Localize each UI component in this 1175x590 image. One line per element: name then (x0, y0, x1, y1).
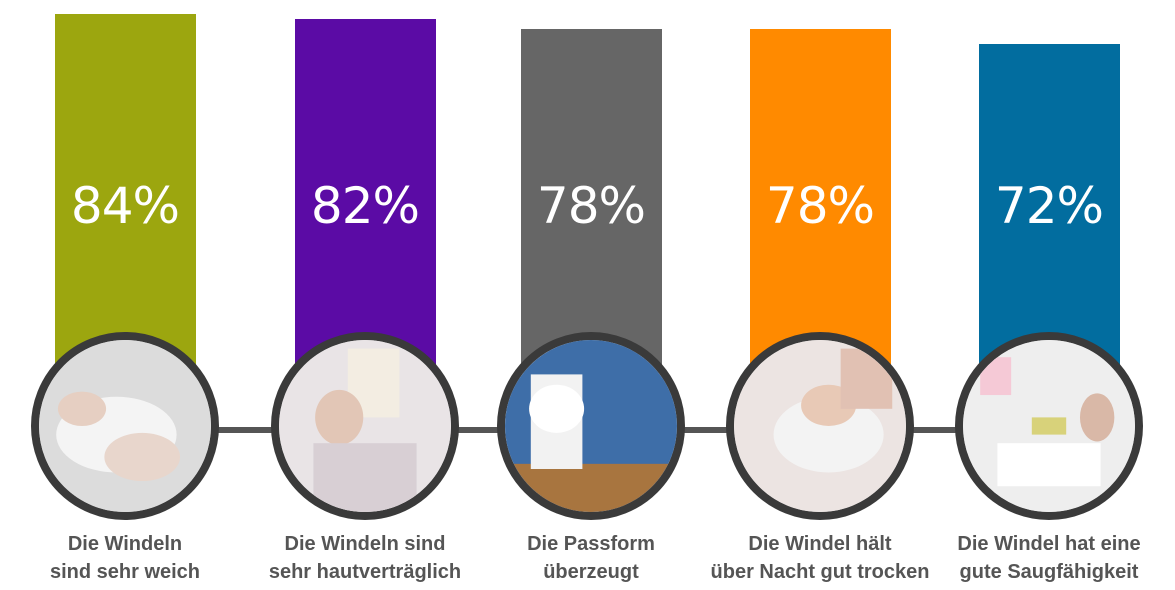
category-label-line: Die Windeln (67, 533, 183, 555)
baby-diaper-photo (31, 332, 219, 520)
value-label-5: 72% (994, 177, 1104, 235)
category-label-3: Die Passform überzeugt (471, 530, 711, 586)
toddler-diaper-photo (497, 332, 685, 520)
mother-baby-photo (271, 332, 459, 520)
category-label-line: sind sehr weich (49, 561, 201, 583)
category-label-line: über Nacht gut trocken (710, 561, 930, 583)
category-label-2: Die Windeln sind sehr hautverträglich (245, 530, 485, 586)
category-label-1: Die Windeln sind sehr weich (5, 530, 245, 586)
category-label-line: Die Windel hat eine (957, 533, 1141, 555)
category-label-line: überzeugt (543, 561, 639, 583)
value-label-4: 78% (765, 177, 875, 235)
value-label-2: 82% (310, 177, 420, 235)
changing-table-photo (955, 332, 1143, 520)
sleeping-baby-photo (726, 332, 914, 520)
category-label-line: Die Passform (527, 533, 655, 555)
category-label-line: Die Windel hält (748, 533, 892, 555)
value-label-1: 84% (70, 177, 180, 235)
category-label-4: Die Windel hält über Nacht gut trocken (700, 530, 940, 586)
value-label-3: 78% (536, 177, 646, 235)
category-label-line: Die Windeln sind (284, 533, 446, 555)
category-label-line: sehr hautverträglich (268, 561, 462, 583)
category-label-5: Die Windel hat eine gute Saugfähigkeit (929, 530, 1169, 586)
category-label-line: gute Saugfähigkeit (959, 561, 1139, 583)
